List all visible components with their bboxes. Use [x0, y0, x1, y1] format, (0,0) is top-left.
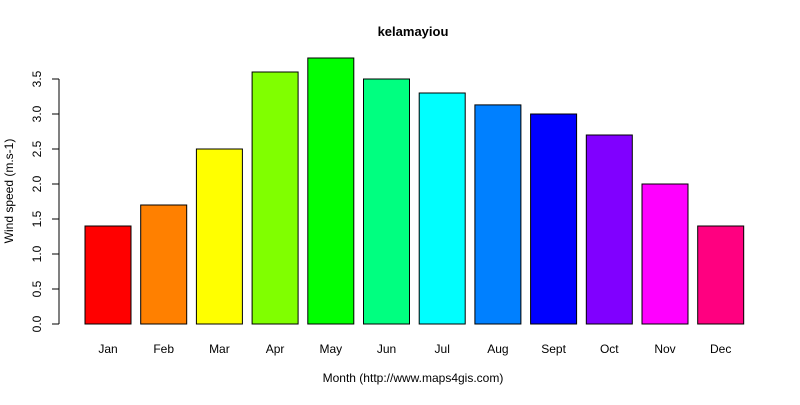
x-tick-label-apr: Apr: [266, 342, 285, 356]
y-tick-label: 1.5: [30, 210, 44, 227]
chart-title: kelamayiou: [378, 24, 449, 39]
bar-sept: [530, 113, 578, 325]
bar-dec: [697, 225, 745, 325]
y-axis-ticks: 0.0 0.5 1.0 1.5 2.0 2.5 3.0 3.5: [30, 70, 59, 332]
bar-feb: [140, 204, 188, 325]
x-tick-label-aug: Aug: [487, 342, 508, 356]
x-axis-tick-labels: Jan Feb Mar Apr May Jun Jul Aug Sept Oct Nov Dec: [98, 342, 731, 356]
y-tick-label: 0.5: [30, 280, 44, 297]
bar-may: [307, 57, 355, 325]
bar-jan: [84, 225, 132, 325]
x-tick-label-nov: Nov: [654, 342, 675, 356]
y-tick-label: 3.0: [30, 105, 44, 122]
bar-apr: [251, 71, 299, 325]
x-tick-label-dec: Dec: [710, 342, 731, 356]
y-tick-label: 2.5: [30, 140, 44, 157]
x-tick-label-oct: Oct: [600, 342, 619, 356]
bar-jul: [418, 92, 466, 325]
x-tick-label-jan: Jan: [98, 342, 117, 356]
bar-oct: [585, 134, 633, 325]
bar-nov: [641, 183, 689, 325]
y-axis-label: Wind speed (m.s-1): [2, 139, 16, 244]
y-tick-label: 3.5: [30, 70, 44, 87]
x-tick-label-feb: Feb: [153, 342, 174, 356]
bar-jun: [363, 78, 410, 325]
x-tick-label-jun: Jun: [377, 342, 396, 356]
x-tick-label-jul: Jul: [435, 342, 450, 356]
y-tick-label: 0.0: [30, 315, 44, 332]
x-tick-label-sept: Sept: [541, 342, 566, 356]
y-tick-label: 2.0: [30, 175, 44, 192]
bars: [84, 57, 745, 325]
bar-mar: [195, 148, 243, 325]
x-tick-label-may: May: [319, 342, 342, 356]
x-tick-label-mar: Mar: [209, 342, 230, 356]
y-tick-label: 1.0: [30, 245, 44, 262]
x-axis-label: Month (http://www.maps4gis.com): [323, 371, 504, 385]
bar-aug: [474, 104, 522, 325]
